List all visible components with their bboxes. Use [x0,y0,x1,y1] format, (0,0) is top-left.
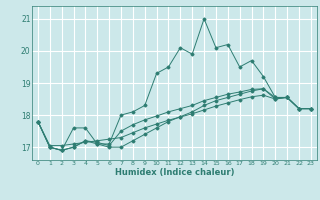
X-axis label: Humidex (Indice chaleur): Humidex (Indice chaleur) [115,168,234,177]
